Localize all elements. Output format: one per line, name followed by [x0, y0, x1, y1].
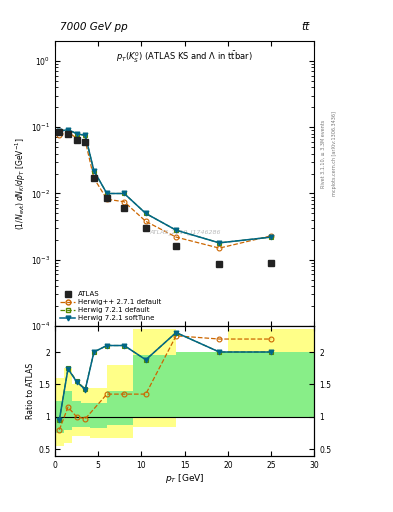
Text: mcplots.cern.ch [arXiv:1306.3436]: mcplots.cern.ch [arXiv:1306.3436]	[332, 111, 337, 196]
Y-axis label: $(1/N_\mathrm{evt})\,dN_K/dp_T\;[\mathrm{GeV}^{-1}]$: $(1/N_\mathrm{evt})\,dN_K/dp_T\;[\mathrm…	[14, 137, 28, 230]
Text: ATLAS_2019_I1746286: ATLAS_2019_I1746286	[149, 229, 220, 235]
Text: 7000 GeV pp: 7000 GeV pp	[60, 23, 128, 32]
X-axis label: $p_T$ [GeV]: $p_T$ [GeV]	[165, 472, 204, 485]
Text: tt̅: tt̅	[301, 23, 309, 32]
Y-axis label: Ratio to ATLAS: Ratio to ATLAS	[26, 363, 35, 419]
Text: $p_T(K^0_S)$ (ATLAS KS and $\Lambda$ in t$\bar{\mathrm{t}}$bar): $p_T(K^0_S)$ (ATLAS KS and $\Lambda$ in …	[116, 50, 253, 65]
Text: Rivet 3.1.10, ≥ 3.3M events: Rivet 3.1.10, ≥ 3.3M events	[320, 119, 325, 188]
Legend: ATLAS, Herwig++ 2.7.1 default, Herwig 7.2.1 default, Herwig 7.2.1 softTune: ATLAS, Herwig++ 2.7.1 default, Herwig 7.…	[59, 290, 163, 323]
